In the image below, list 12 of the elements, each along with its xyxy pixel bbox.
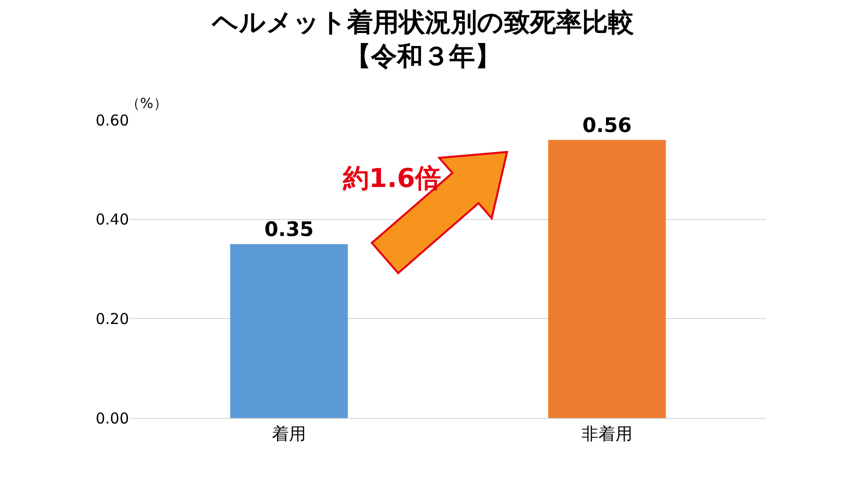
annotation: 約1.6倍 [342,164,442,194]
y-axis-title: （%） [126,96,168,112]
data-label: 0.56 [582,112,632,137]
chart-title: ヘルメット着用状況別の致死率比較 [211,8,635,38]
y-tick-label: 0.00 [96,409,129,428]
chart-subtitle: 【令和３年】 [345,42,501,72]
x-tick-label: 着用 [272,424,306,444]
y-tick-label: 0.40 [96,210,129,229]
y-tick-label: 0.20 [96,310,129,328]
x-tick-label: 非着用 [582,424,632,444]
data-label: 0.35 [264,217,314,242]
y-tick-label: 0.60 [96,111,129,130]
